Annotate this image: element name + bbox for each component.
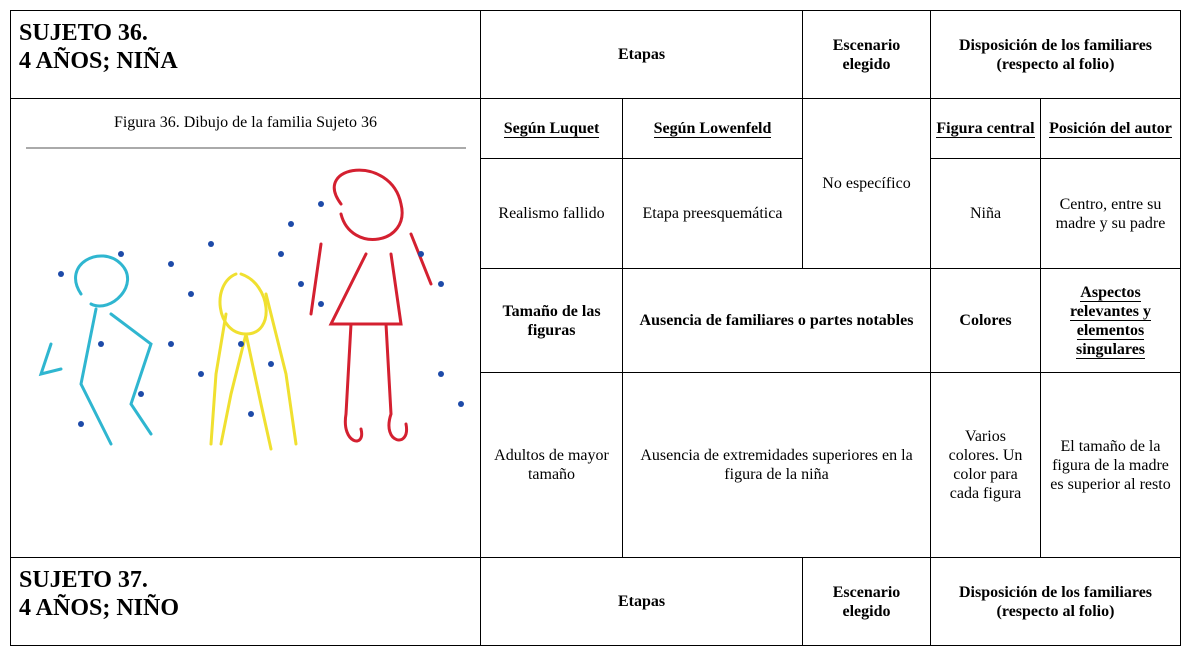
header-text: Según Lowenfeld bbox=[653, 120, 772, 138]
title-line: 4 AÑOS; NIÑA bbox=[19, 48, 178, 74]
header-cell: Según Luquet bbox=[480, 98, 623, 159]
header-cell: Etapas bbox=[480, 557, 803, 646]
value-cell: Realismo fallido bbox=[480, 158, 623, 269]
drawing bbox=[25, 147, 466, 451]
header-text: Figura central bbox=[936, 120, 1035, 138]
value-cell: Varios colores. Un color para cada figur… bbox=[930, 372, 1041, 558]
header-cell: Disposición de los familiares (respecto … bbox=[930, 10, 1181, 99]
header-cell: Ausencia de familiares o partes notables bbox=[622, 268, 931, 373]
subject-title: SUJETO 37. 4 AÑOS; NIÑO bbox=[10, 557, 481, 646]
value-cell: El tamaño de la figura de la madre es su… bbox=[1040, 372, 1181, 558]
title-line: SUJETO 37. bbox=[19, 567, 148, 593]
header-cell: Aspectos relevantes y elementos singular… bbox=[1040, 268, 1181, 373]
figure-cell: Figura 36. Dibujo de la familia Sujeto 3… bbox=[10, 98, 481, 558]
header-cell: Etapas bbox=[480, 10, 803, 99]
header-text: Según Luquet bbox=[503, 120, 600, 138]
header-cell: Posición del autor bbox=[1040, 98, 1181, 159]
subject-title: SUJETO 36. 4 AÑOS; NIÑA bbox=[10, 10, 481, 99]
drawing-figures bbox=[38, 168, 432, 451]
header-text: Posición del autor bbox=[1049, 120, 1172, 138]
value-cell: No específico bbox=[802, 98, 931, 269]
subject-table: SUJETO 36. 4 AÑOS; NIÑA Etapas Escenario … bbox=[10, 10, 1181, 646]
figure-caption: Figura 36. Dibujo de la familia Sujeto 3… bbox=[113, 114, 378, 131]
value-cell: Etapa preesquemática bbox=[622, 158, 803, 269]
header-cell: Disposición de los familiares (respecto … bbox=[930, 557, 1181, 646]
header-cell: Escenario elegido bbox=[802, 557, 931, 646]
value-cell: Ausencia de extremidades superiores en l… bbox=[622, 372, 931, 558]
title-line: SUJETO 36. bbox=[19, 20, 148, 46]
header-cell: Figura central bbox=[930, 98, 1041, 159]
header-cell: Colores bbox=[930, 268, 1041, 373]
header-text: Aspectos relevantes y elementos singular… bbox=[1069, 283, 1151, 359]
drawing-dots bbox=[57, 201, 464, 427]
value-cell: Centro, entre su madre y su padre bbox=[1040, 158, 1181, 269]
title-line: 4 AÑOS; NIÑO bbox=[19, 595, 180, 621]
header-cell: Tamaño de las figuras bbox=[480, 268, 623, 373]
value-cell: Adultos de mayor tamaño bbox=[480, 372, 623, 558]
header-cell: Escenario elegido bbox=[802, 10, 931, 99]
header-cell: Según Lowenfeld bbox=[622, 98, 803, 159]
value-cell: Niña bbox=[930, 158, 1041, 269]
